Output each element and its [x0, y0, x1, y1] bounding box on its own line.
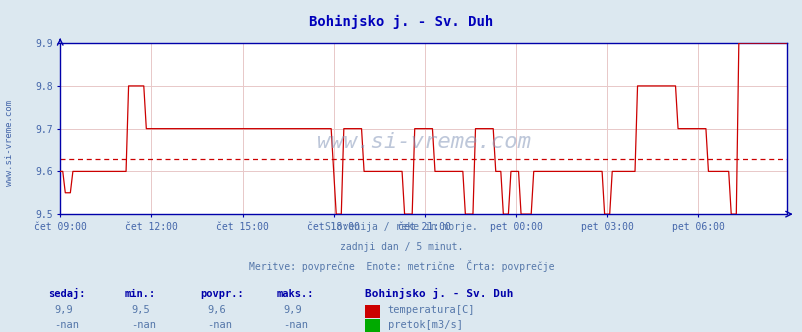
Text: 9,6: 9,6 — [207, 305, 225, 315]
Text: 9,9: 9,9 — [55, 305, 73, 315]
Text: -nan: -nan — [207, 320, 232, 330]
Text: www.si-vreme.com: www.si-vreme.com — [316, 132, 530, 152]
Text: 9,9: 9,9 — [283, 305, 302, 315]
Text: -nan: -nan — [131, 320, 156, 330]
Text: sedaj:: sedaj: — [48, 288, 86, 299]
Text: -nan: -nan — [283, 320, 308, 330]
Text: temperatura[C]: temperatura[C] — [387, 305, 475, 315]
Text: 9,5: 9,5 — [131, 305, 149, 315]
Text: Meritve: povprečne  Enote: metrične  Črta: povprečje: Meritve: povprečne Enote: metrične Črta:… — [249, 260, 553, 272]
Text: min.:: min.: — [124, 289, 156, 299]
Text: pretok[m3/s]: pretok[m3/s] — [387, 320, 462, 330]
Text: Bohinjsko j. - Sv. Duh: Bohinjsko j. - Sv. Duh — [365, 288, 513, 299]
Text: Bohinjsko j. - Sv. Duh: Bohinjsko j. - Sv. Duh — [309, 15, 493, 29]
Text: -nan: -nan — [55, 320, 79, 330]
Text: povpr.:: povpr.: — [200, 289, 244, 299]
Text: www.si-vreme.com: www.si-vreme.com — [5, 100, 14, 186]
Text: zadnji dan / 5 minut.: zadnji dan / 5 minut. — [339, 242, 463, 252]
Text: maks.:: maks.: — [277, 289, 314, 299]
Text: Slovenija / reke in morje.: Slovenija / reke in morje. — [325, 222, 477, 232]
